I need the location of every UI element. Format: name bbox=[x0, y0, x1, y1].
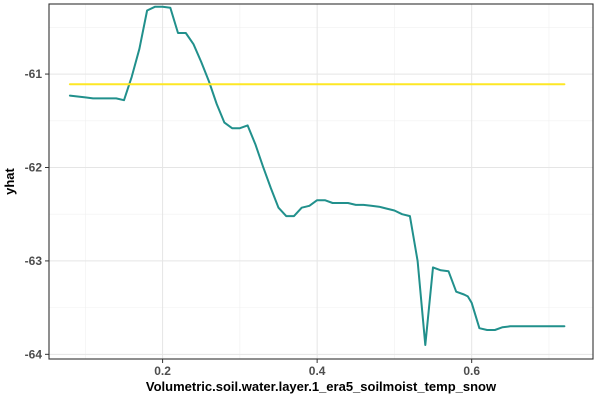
axes: 0.2 0.4 0.6 -61 -62 -63 -64 bbox=[25, 67, 481, 378]
y-tick-label: -63 bbox=[25, 254, 43, 268]
y-tick-label: -62 bbox=[25, 160, 43, 174]
y-tick-label: -61 bbox=[25, 67, 43, 81]
grid bbox=[49, 4, 593, 359]
x-axis-title: Volumetric.soil.water.layer.1_era5_soilm… bbox=[146, 379, 497, 394]
x-tick-label: 0.2 bbox=[154, 364, 171, 378]
plot-border bbox=[48, 3, 594, 360]
series-line-pdp bbox=[68, 5, 566, 346]
series-layer bbox=[68, 5, 566, 346]
x-tick-label: 0.4 bbox=[309, 364, 326, 378]
y-tick-label: -64 bbox=[25, 347, 43, 361]
y-axis-title: yhat bbox=[2, 167, 17, 194]
x-tick-label: 0.6 bbox=[463, 364, 480, 378]
